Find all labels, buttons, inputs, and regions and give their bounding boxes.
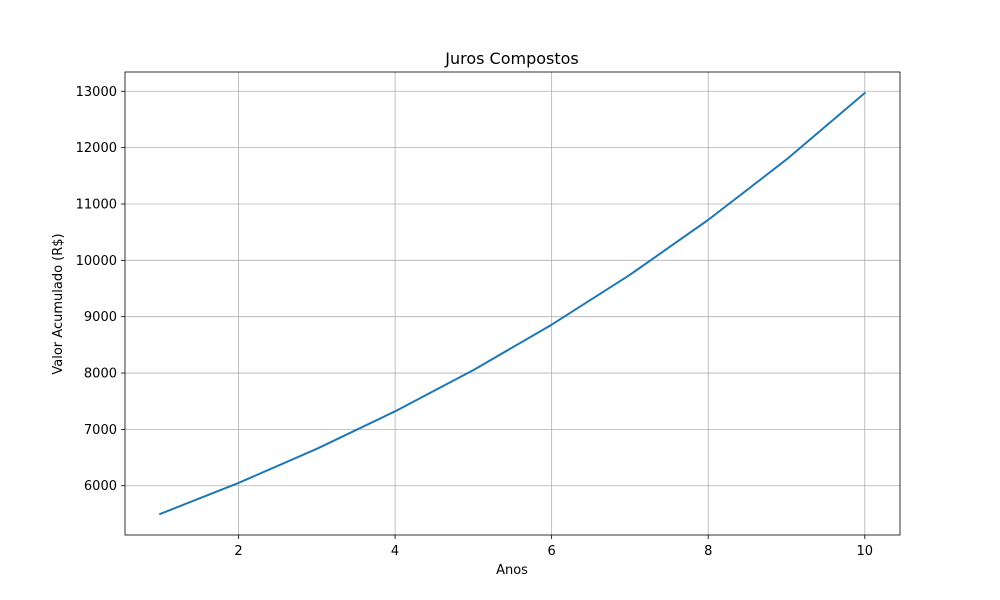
x-axis-ticks: 2 4 6 8 10 bbox=[234, 535, 873, 559]
chart-title: Juros Compostos bbox=[444, 49, 579, 68]
y-tick-label: 7000 bbox=[84, 423, 117, 438]
x-tick-label: 10 bbox=[856, 544, 873, 559]
plot-area-border bbox=[124, 71, 901, 536]
y-tick-label: 12000 bbox=[76, 141, 117, 156]
series-layer bbox=[158, 91, 867, 516]
x-axis-title: Anos bbox=[496, 563, 528, 578]
x-tick-label: 2 bbox=[234, 544, 242, 559]
x-tick-label: 6 bbox=[548, 544, 556, 559]
y-tick-label: 10000 bbox=[76, 254, 117, 269]
y-tick-label: 13000 bbox=[76, 85, 117, 100]
grid-layer bbox=[125, 72, 900, 535]
y-tick-label: 6000 bbox=[84, 479, 117, 494]
y-tick-label: 11000 bbox=[76, 197, 117, 212]
x-tick-label: 4 bbox=[391, 544, 399, 559]
axes-frame bbox=[124, 71, 901, 536]
x-tick-label: 8 bbox=[704, 544, 712, 559]
y-tick-label: 8000 bbox=[84, 367, 117, 382]
y-tick-label: 9000 bbox=[84, 310, 117, 325]
y-axis-title: Valor Acumulado (R$) bbox=[51, 233, 66, 374]
series-line bbox=[158, 91, 867, 516]
y-axis-ticks: 6000 7000 8000 9000 10000 11000 12000 13000 bbox=[76, 85, 125, 494]
